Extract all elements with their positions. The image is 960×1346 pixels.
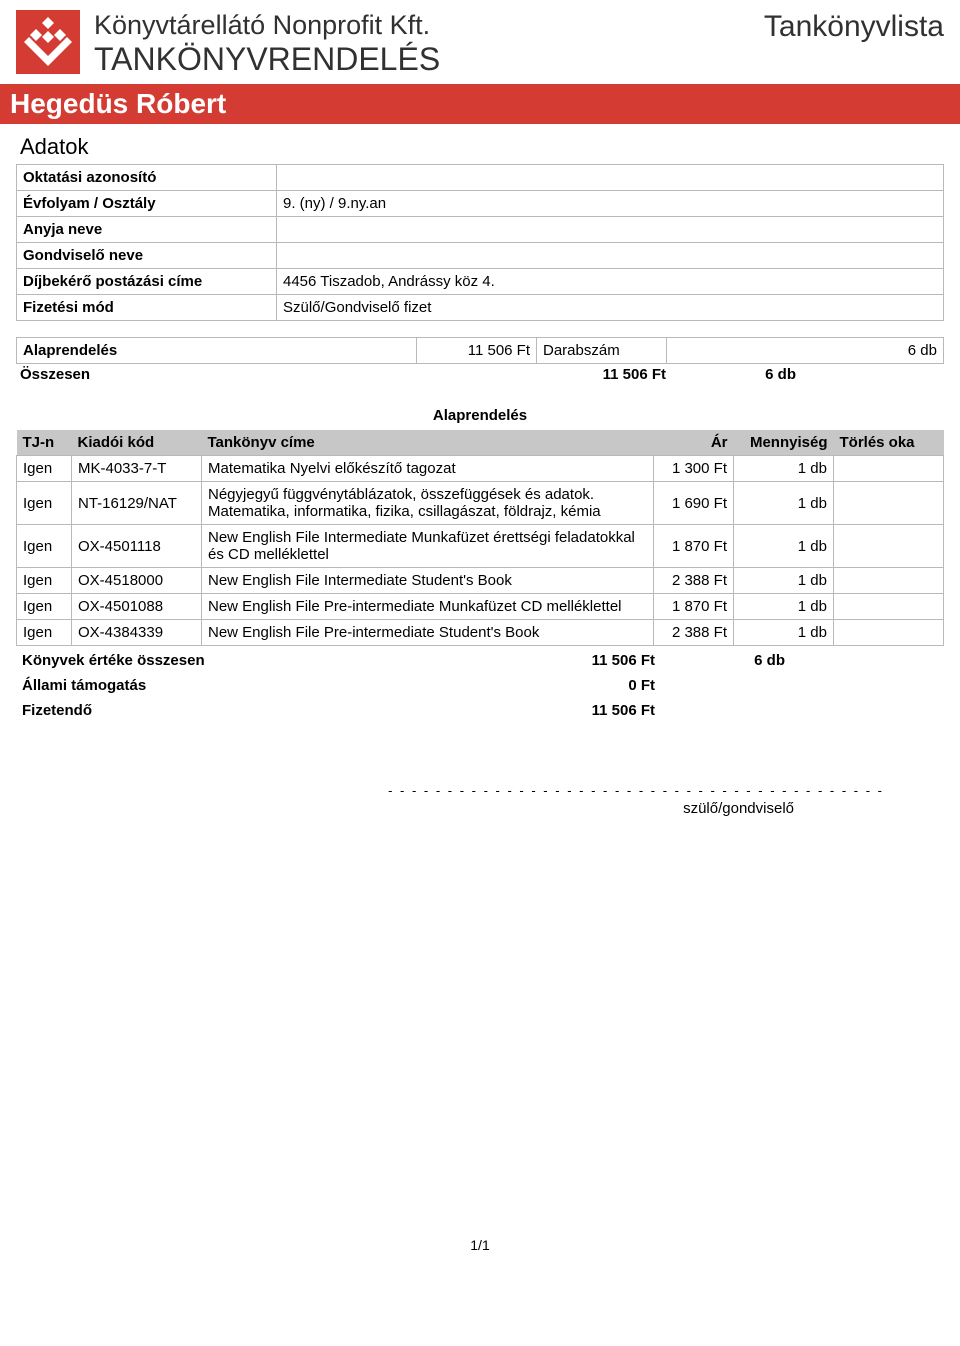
cell-qty: 1 db [734,594,834,620]
table-row: IgenOX-4501088New English File Pre-inter… [17,594,944,620]
cell-code: OX-4518000 [72,568,202,594]
cell-price: 2 388 Ft [654,620,734,646]
col-code: Kiadói kód [72,430,202,456]
cell-title: New English File Pre-intermediate Studen… [202,620,654,646]
payable-amount: 11 506 Ft [531,698,661,723]
info-label: Anyja neve [17,217,277,243]
cell-price: 2 388 Ft [654,568,734,594]
table-row: IgenOX-4501118New English File Intermedi… [17,525,944,568]
summary-order-label: Alaprendelés [17,338,417,364]
col-price: Ár [654,430,734,456]
company-name: Könyvtárellátó Nonprofit Kft. [94,10,750,41]
cell-delete [834,525,944,568]
info-value: 9. (ny) / 9.ny.an [277,191,944,217]
info-label: Díjbekérő postázási címe [17,269,277,295]
cell-price: 1 300 Ft [654,456,734,482]
info-row: Oktatási azonosító [17,165,944,191]
cell-qty: 1 db [734,568,834,594]
support-label: Állami támogatás [16,673,531,698]
cell-tjn: Igen [17,620,72,646]
page-number: 1/1 [16,1237,944,1253]
table-row: IgenNT-16129/NATNégyjegyű függvénytábláz… [17,482,944,525]
summary-totals-line: Összesen 11 506 Ft 6 db [16,366,944,383]
cell-title: Matematika Nyelvi előkészítő tagozat [202,456,654,482]
cell-code: OX-4501118 [72,525,202,568]
document-title: Tankönyvlista [764,10,944,44]
cell-tjn: Igen [17,594,72,620]
table-row: IgenOX-4384339New English File Pre-inter… [17,620,944,646]
info-label: Évfolyam / Osztály [17,191,277,217]
summary-table: Alaprendelés 11 506 Ft Darabszám 6 db [16,337,944,364]
logo [16,10,80,78]
summary-order-amount: 11 506 Ft [417,338,537,364]
info-label: Oktatási azonosító [17,165,277,191]
cell-price: 1 870 Ft [654,525,734,568]
summary-total-amount: 11 506 Ft [536,366,666,383]
cell-code: OX-4384339 [72,620,202,646]
header-titles: Könyvtárellátó Nonprofit Kft. TANKÖNYVRE… [94,10,750,78]
summary-qty-value: 6 db [667,338,944,364]
col-title: Tankönyv címe [202,430,654,456]
document-header: Könyvtárellátó Nonprofit Kft. TANKÖNYVRE… [16,10,944,78]
order-heading: Alaprendelés [16,407,944,424]
order-table: TJ-n Kiadói kód Tankönyv címe Ár Mennyis… [16,430,944,646]
col-qty: Mennyiség [734,430,834,456]
cell-title: New English File Pre-intermediate Munkaf… [202,594,654,620]
person-name-bar: Hegedüs Róbert [0,84,960,124]
info-section-heading: Adatok [20,134,944,160]
cell-title: New English File Intermediate Student's … [202,568,654,594]
info-row: Gondviselő neve [17,243,944,269]
info-value [277,217,944,243]
info-row: Díjbekérő postázási címe4456 Tiszadob, A… [17,269,944,295]
order-totals-table: Könyvek értéke összesen 11 506 Ft 6 db Á… [16,648,944,723]
support-amount: 0 Ft [531,673,661,698]
system-name: TANKÖNYVRENDELÉS [94,41,750,78]
signature-label: szülő/gondviselő [16,800,884,817]
summary-total-label: Összesen [16,366,536,383]
cell-qty: 1 db [734,456,834,482]
info-row: Fizetési módSzülő/Gondviselő fizet [17,295,944,321]
cell-tjn: Igen [17,482,72,525]
signature-line: - - - - - - - - - - - - - - - - - - - - … [16,783,884,798]
signature-area: - - - - - - - - - - - - - - - - - - - - … [16,783,944,817]
col-tjn: TJ-n [17,430,72,456]
subtotal-amount: 11 506 Ft [531,648,661,673]
cell-code: NT-16129/NAT [72,482,202,525]
summary-total-qty: 6 db [666,366,796,383]
cell-price: 1 870 Ft [654,594,734,620]
info-value: Szülő/Gondviselő fizet [277,295,944,321]
cell-qty: 1 db [734,525,834,568]
cell-tjn: Igen [17,525,72,568]
subtotal-label: Könyvek értéke összesen [16,648,531,673]
subtotal-qty: 6 db [661,648,791,673]
cell-title: New English File Intermediate Munkafüzet… [202,525,654,568]
cell-price: 1 690 Ft [654,482,734,525]
info-value: 4456 Tiszadob, Andrássy köz 4. [277,269,944,295]
cell-title: Négyjegyű függvénytáblázatok, összefüggé… [202,482,654,525]
info-row: Anyja neve [17,217,944,243]
cell-code: OX-4501088 [72,594,202,620]
table-row: IgenMK-4033-7-TMatematika Nyelvi előkész… [17,456,944,482]
info-label: Fizetési mód [17,295,277,321]
info-row: Évfolyam / Osztály9. (ny) / 9.ny.an [17,191,944,217]
cell-delete [834,482,944,525]
cell-tjn: Igen [17,456,72,482]
cell-delete [834,456,944,482]
cell-qty: 1 db [734,482,834,525]
info-label: Gondviselő neve [17,243,277,269]
cell-delete [834,620,944,646]
info-value [277,165,944,191]
cell-code: MK-4033-7-T [72,456,202,482]
info-value [277,243,944,269]
cell-qty: 1 db [734,620,834,646]
table-row: IgenOX-4518000New English File Intermedi… [17,568,944,594]
cell-tjn: Igen [17,568,72,594]
cell-delete [834,594,944,620]
cell-delete [834,568,944,594]
col-delete: Törlés oka [834,430,944,456]
summary-qty-label: Darabszám [537,338,667,364]
info-table: Oktatási azonosítóÉvfolyam / Osztály9. (… [16,164,944,321]
payable-label: Fizetendő [16,698,531,723]
